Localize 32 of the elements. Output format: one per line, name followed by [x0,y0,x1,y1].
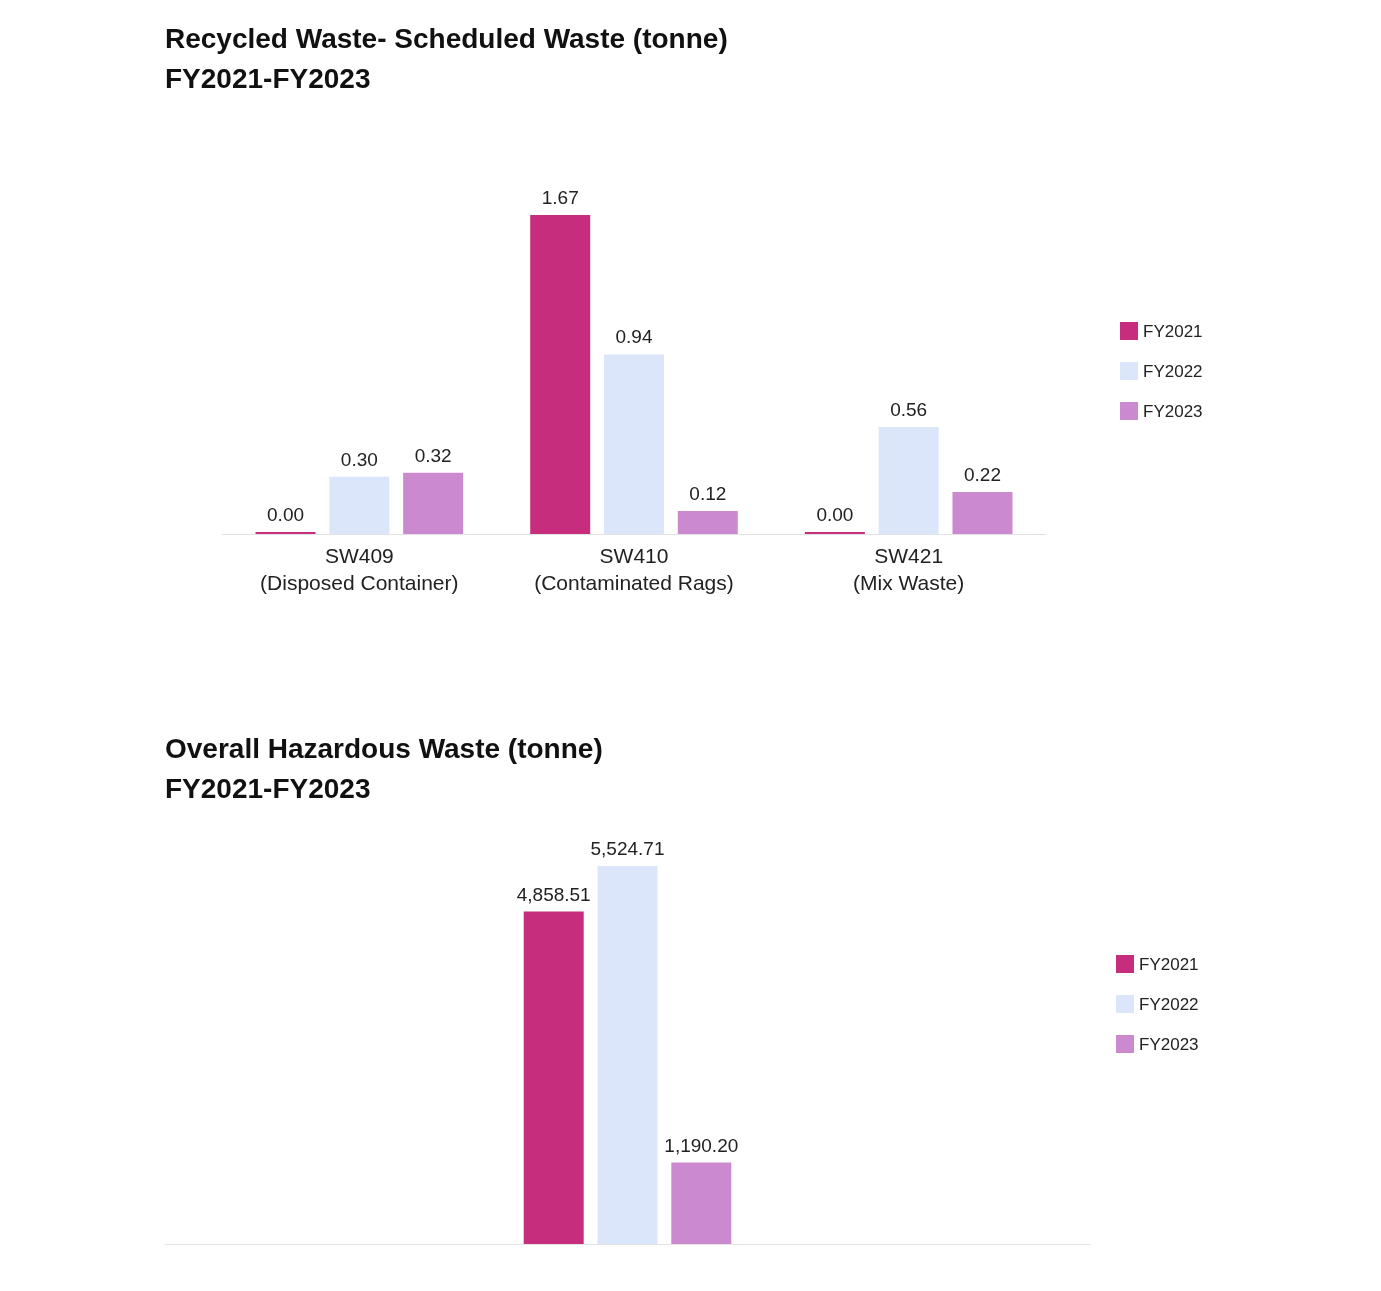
data-label: 0.32 [414,444,452,466]
data-label: 0.00 [816,504,854,525]
legend-label: FY2022 [1139,994,1199,1014]
data-label: 4,858.51 [516,883,591,905]
legend-label: FY2023 [1143,401,1203,421]
bar [329,476,390,534]
bar [677,511,738,534]
chart-subtitle: FY2021-FY2023 [165,62,371,94]
data-label: 0.00 [267,504,305,525]
data-label: 1,190.20 [664,1134,739,1156]
data-label: 1.67 [541,187,579,208]
legend-label: FY2021 [1139,954,1199,974]
legend-label: FY2021 [1143,321,1203,341]
text: FY2021-FY2023 [165,772,371,804]
chart-title: Recycled Waste- Scheduled Waste (tonne) [165,22,728,54]
x-tick-label: SW410 (Contaminated Rags) [534,544,734,594]
bar [604,354,664,534]
bar [878,427,939,534]
data-label: 0.22 [963,463,1001,485]
bar [952,491,1013,534]
data-label: 0.30 [340,448,378,470]
data-label: 0.12 [689,483,727,505]
data-label: 0.56 [890,399,928,421]
data-label: 5,524.71 [590,838,665,859]
x-tick-label: SW409 (Disposed Container) [260,544,459,594]
chart-title: Overall Hazardous Waste (tonne) [165,732,603,764]
bar [530,215,591,534]
legend-label: FY2023 [1139,1034,1199,1054]
bar [403,472,464,534]
legend-label: FY2022 [1143,361,1203,381]
data-label: 0.94 [615,326,653,348]
x-tick-label: SW421 (Mix Waste) [853,544,965,594]
